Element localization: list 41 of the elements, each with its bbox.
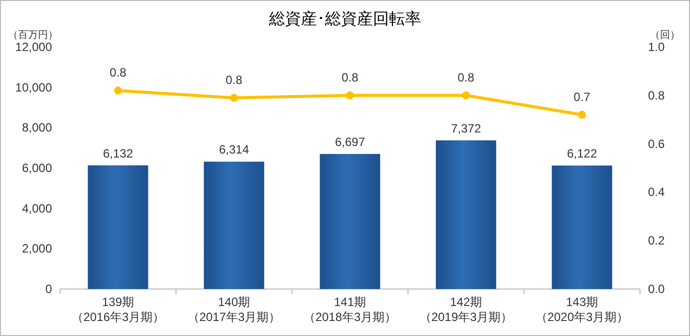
bar	[204, 162, 264, 289]
y-tick-label: 0	[45, 282, 52, 296]
x-tick-label: 140期（2017年3月期）	[187, 295, 281, 324]
y2-tick-label: 0.2	[648, 234, 666, 248]
y-tick-label: 2,000	[22, 242, 52, 256]
point	[230, 94, 238, 102]
data-label: 7,372	[450, 121, 482, 136]
chart-title: 総資産･総資産回転率	[268, 10, 421, 28]
data-label: 6,132	[102, 146, 134, 160]
x-tick-label: 139期（2016年3月期）	[71, 295, 165, 324]
y2-tick-label: 1.0	[648, 40, 666, 54]
bar	[552, 166, 612, 289]
y2-axis-title: （回）	[650, 30, 680, 41]
y2-tick-label: 0.0	[648, 282, 666, 296]
data-label: 6,122	[566, 146, 598, 161]
y-tick-label: 10,000	[15, 80, 52, 94]
bar	[88, 165, 148, 289]
data-label: 0.8	[110, 66, 127, 80]
y-axis-title: （百万円）	[8, 30, 58, 41]
point	[114, 86, 122, 95]
data-label: 0.8	[342, 70, 359, 84]
data-label: 0.8	[458, 70, 475, 84]
point	[346, 91, 354, 100]
y-tick-label: 4,000	[22, 201, 52, 216]
y-tick-label: 6,000	[22, 161, 52, 175]
data-label: 6,697	[334, 134, 366, 149]
y2-tick-label: 0.8	[648, 88, 666, 102]
x-tick-label: 142期（2019年3月期）	[419, 295, 513, 324]
point	[462, 91, 470, 100]
y2-tick-label: 0.4	[648, 185, 666, 200]
data-label: 0.7	[574, 90, 591, 104]
bar	[320, 154, 380, 289]
x-tick-label: 143期（2020年3月期）	[535, 295, 629, 324]
x-tick-label: 141期（2018年3月期）	[303, 295, 397, 324]
data-label: 0.8	[226, 72, 243, 87]
point	[578, 110, 586, 119]
y2-tick-label: 0.6	[648, 136, 666, 151]
y-tick-label: 8,000	[22, 120, 52, 135]
data-label: 6,314	[218, 142, 250, 157]
y-tick-label: 12,000	[15, 40, 52, 54]
bar	[436, 140, 496, 289]
